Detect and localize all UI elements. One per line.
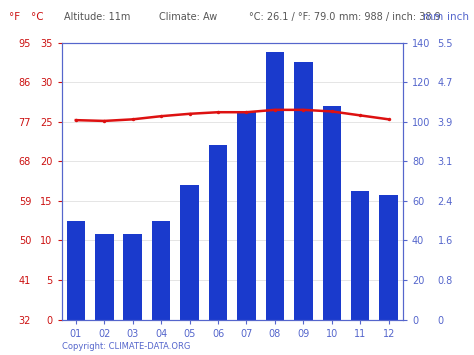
Text: Climate: Aw: Climate: Aw (159, 12, 217, 22)
Text: Copyright: CLIMATE-DATA.ORG: Copyright: CLIMATE-DATA.ORG (62, 343, 190, 351)
Bar (351, 191, 369, 320)
Bar (180, 185, 199, 320)
Bar (95, 234, 114, 320)
Text: °C: °C (31, 12, 44, 22)
Bar (66, 220, 85, 320)
Bar (209, 146, 228, 320)
Bar (265, 53, 284, 320)
Text: inch: inch (447, 12, 469, 22)
Bar (237, 112, 256, 320)
Bar (322, 106, 341, 320)
Text: Altitude: 11m: Altitude: 11m (64, 12, 130, 22)
Text: °C: 26.1 / °F: 79.0: °C: 26.1 / °F: 79.0 (249, 12, 335, 22)
Text: °F: °F (9, 12, 20, 22)
Text: mm: 988 / inch: 38.9: mm: 988 / inch: 38.9 (339, 12, 440, 22)
Bar (294, 62, 312, 320)
Bar (379, 195, 398, 320)
Bar (152, 220, 170, 320)
Text: mm: mm (423, 12, 444, 22)
Bar (123, 234, 142, 320)
